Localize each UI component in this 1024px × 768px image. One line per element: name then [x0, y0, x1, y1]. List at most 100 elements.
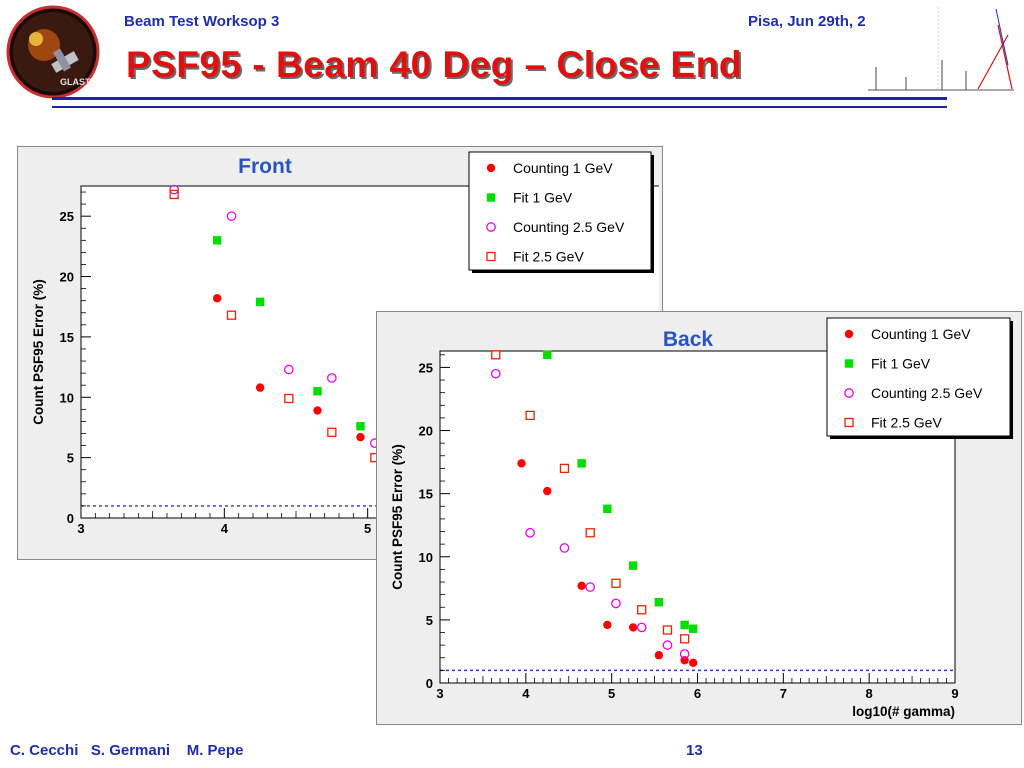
data-point-counting-2-5-gev [585, 582, 596, 592]
data-point-counting-2-5-gev [679, 649, 690, 659]
x-axis-label: log10(# gamma) [852, 704, 955, 719]
series-counting-2-5-gev [490, 368, 690, 659]
data-point-counting-2-5-gev [490, 368, 501, 379]
legend-box [468, 151, 652, 271]
data-point-counting-2-5-gev [326, 373, 337, 383]
data-point-fit-1-gev [628, 561, 638, 570]
legend-label-counting-2-5-gev: Counting 2.5 GeV [513, 219, 625, 235]
data-point-fit-1-gev [689, 624, 698, 633]
chart-title: Front [238, 155, 292, 178]
legend-marker-fit-2-5-gev [486, 251, 496, 262]
data-point-counting-2-5-gev [662, 640, 673, 650]
data-point-fit-2-5-gev [679, 634, 690, 644]
data-point-fit-1-gev [212, 236, 222, 245]
chart-title: Back [663, 328, 714, 351]
series-fit-2-5-gev [491, 350, 690, 644]
data-point-fit-1-gev [356, 422, 365, 431]
data-point-counting-1-gev [603, 620, 612, 630]
data-point-counting-1-gev [689, 658, 698, 668]
title-rule-bottom [52, 106, 947, 108]
footer-authors: C. Cecchi S. Germani M. Pepe [10, 742, 244, 759]
data-point-counting-1-gev [313, 406, 322, 415]
thumbnail-plot-image [866, 5, 1016, 93]
legend-box [826, 317, 1011, 437]
legend-label-fit-1-gev: Fit 1 GeV [513, 190, 573, 206]
y-tick-label: 15 [419, 487, 433, 502]
data-point-fit-1-gev [577, 459, 586, 468]
series-fit-1-gev [543, 350, 698, 633]
x-tick-label: 5 [364, 521, 371, 536]
legend: Counting 1 GeV Fit 1 GeV Counting 2.5 GeV F… [468, 151, 654, 273]
data-point-fit-1-gev [654, 598, 664, 607]
data-point-fit-2-5-gev [525, 410, 535, 421]
legend-marker-counting-1-gev [844, 329, 854, 339]
legend: Counting 1 GeV Fit 1 GeV Counting 2.5 GeV F… [826, 317, 1013, 439]
legend-label-fit-1-gev: Fit 1 GeV [871, 356, 931, 372]
data-point-counting-1-gev [577, 581, 586, 590]
data-point-counting-1-gev [356, 432, 365, 442]
data-point-counting-2-5-gev [525, 527, 535, 538]
x-tick-label: 8 [866, 686, 873, 701]
x-tick-label: 9 [951, 686, 958, 701]
data-point-fit-2-5-gev [327, 427, 337, 437]
legend-label-counting-2-5-gev: Counting 2.5 GeV [871, 385, 983, 401]
data-point-counting-1-gev [255, 383, 265, 392]
page-number: 13 [686, 742, 703, 759]
y-tick-label: 20 [60, 270, 74, 285]
data-point-counting-1-gev [654, 651, 664, 660]
data-point-fit-2-5-gev [169, 189, 179, 200]
header-place-date: Pisa, Jun 29th, 2006 [748, 13, 891, 30]
legend-label-fit-2-5-gev: Fit 2.5 GeV [513, 249, 584, 265]
data-point-counting-1-gev [543, 486, 552, 496]
y-axis-label: Count PSF95 Error (%) [31, 279, 46, 425]
y-tick-label: 25 [60, 209, 74, 224]
data-point-fit-2-5-gev [284, 393, 294, 404]
legend-marker-fit-1-gev [844, 359, 854, 368]
legend-marker-counting-2-5-gev [844, 388, 854, 398]
data-point-fit-2-5-gev [491, 350, 501, 360]
y-tick-label: 0 [67, 511, 74, 526]
legend-marker-counting-2-5-gev [486, 222, 496, 232]
data-point-fit-2-5-gev [662, 625, 673, 635]
legend-marker-counting-1-gev [486, 163, 496, 173]
data-point-fit-1-gev [313, 387, 322, 396]
data-point-counting-2-5-gev [226, 211, 237, 222]
data-point-fit-2-5-gev [637, 605, 647, 615]
data-point-fit-2-5-gev [585, 528, 595, 538]
x-tick-label: 7 [780, 686, 787, 701]
data-point-fit-1-gev [680, 620, 689, 630]
y-tick-label: 0 [426, 676, 433, 691]
legend-label-counting-1-gev: Counting 1 GeV [871, 326, 971, 342]
data-point-counting-2-5-gev [636, 622, 647, 633]
data-point-fit-2-5-gev [226, 310, 237, 320]
svg-text:GLAST: GLAST [60, 77, 91, 87]
x-tick-label: 5 [608, 686, 615, 701]
legend-label-fit-2-5-gev: Fit 2.5 GeV [871, 415, 942, 431]
series-counting-1-gev [517, 459, 698, 668]
y-tick-label: 15 [60, 330, 74, 345]
y-tick-label: 10 [419, 550, 433, 565]
x-tick-label: 3 [436, 686, 443, 701]
data-point-counting-1-gev [628, 623, 638, 632]
x-tick-label: 4 [221, 521, 229, 536]
y-tick-label: 5 [67, 451, 74, 466]
data-point-fit-1-gev [255, 297, 265, 307]
x-tick-label: 3 [77, 521, 84, 536]
y-tick-label: 10 [60, 390, 74, 405]
title-rule-top [52, 97, 947, 100]
data-point-fit-1-gev [603, 504, 612, 513]
data-point-fit-2-5-gev [559, 463, 570, 474]
data-point-counting-2-5-gev [283, 364, 294, 375]
y-axis-label: Count PSF95 Error (%) [390, 444, 405, 590]
legend-marker-fit-2-5-gev [844, 417, 854, 428]
y-tick-label: 25 [419, 360, 433, 375]
data-point-counting-1-gev [517, 459, 526, 468]
header-event: Beam Test Worksop 3 [124, 13, 280, 30]
x-tick-label: 6 [694, 686, 701, 701]
data-point-fit-1-gev [543, 350, 552, 359]
data-point-counting-2-5-gev [611, 598, 621, 609]
legend-label-counting-1-gev: Counting 1 GeV [513, 160, 613, 176]
data-point-counting-2-5-gev [169, 184, 180, 195]
legend-marker-fit-1-gev [486, 193, 496, 202]
data-point-fit-2-5-gev [611, 578, 621, 588]
